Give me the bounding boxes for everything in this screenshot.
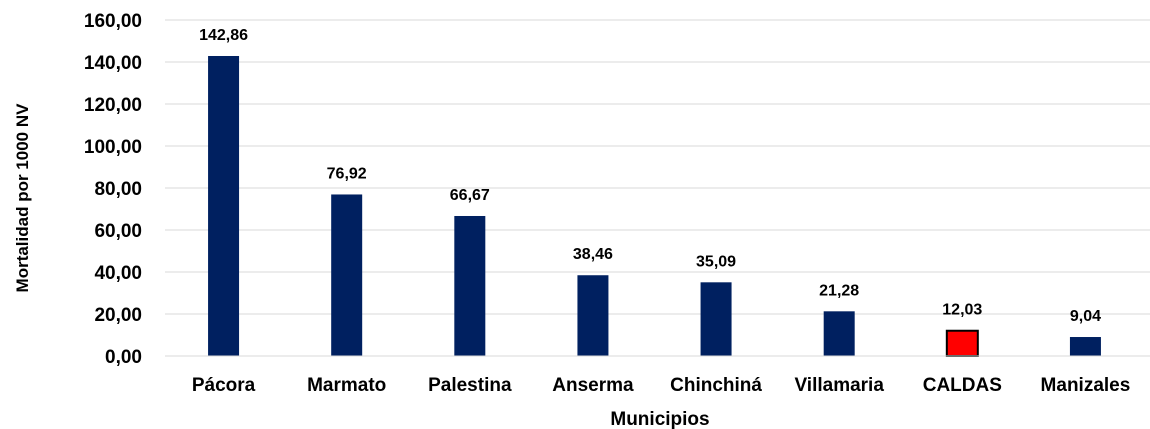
data-label-anserma: 38,46 [573,246,613,263]
x-tick-label-villamaria: Villamaria [794,375,884,396]
bar-marmato [331,194,363,356]
gridlines [165,19,1150,315]
data-label-villamaria: 21,28 [819,282,859,299]
y-tick-label: 40,00 [94,263,142,284]
y-tick-label: 60,00 [94,221,142,242]
y-tick-label: 100,00 [84,137,142,158]
y-tick-label: 120,00 [84,95,142,116]
x-tick-label-pácora: Pácora [192,375,256,396]
y-axis-ticks: 0,00 20,00 40,00 60,00 80,00 100,00 120,00 140,… [84,11,142,368]
data-label-palestina: 66,67 [450,187,490,204]
y-tick-label: 140,00 [84,53,142,74]
bar-villamaria [823,311,855,356]
x-axis-title: Municipios [610,409,709,429]
bar-palestina [454,215,486,356]
x-axis-ticks: Pácora Marmato Palestina Anserma Chinchiná Vi… [192,375,1130,396]
y-tick-label: 20,00 [94,305,142,326]
x-tick-label-palestina: Palestina [428,375,512,396]
x-tick-label-manizales: Manizales [1041,375,1131,396]
data-label-pácora: 142,86 [199,27,248,44]
y-axis-title: Mortalidad por 1000 NV [13,103,32,293]
data-label-chinchiná: 35,09 [696,253,736,270]
x-tick-label-marmato: Marmato [307,375,386,396]
bar-anserma [577,275,609,356]
bar-chinchiná [700,282,732,356]
y-tick-label: 160,00 [84,11,142,32]
bars [208,55,1101,357]
x-tick-label-caldas: CALDAS [923,375,1002,396]
x-tick-label-anserma: Anserma [552,375,634,396]
y-tick-label: 0,00 [105,347,142,368]
bar-pácora [208,55,240,357]
y-tick-label: 80,00 [94,179,142,200]
bar-manizales [1069,337,1101,356]
data-label-marmato: 76,92 [327,165,367,182]
x-tick-label-chinchiná: Chinchiná [670,375,762,396]
data-label-manizales: 9,04 [1070,308,1101,325]
bar-caldas [945,329,979,357]
data-label-caldas: 12,03 [942,302,982,319]
data-labels: 142,86 76,92 66,67 38,46 35,09 21,28 12,03 9,04 [199,27,1101,325]
